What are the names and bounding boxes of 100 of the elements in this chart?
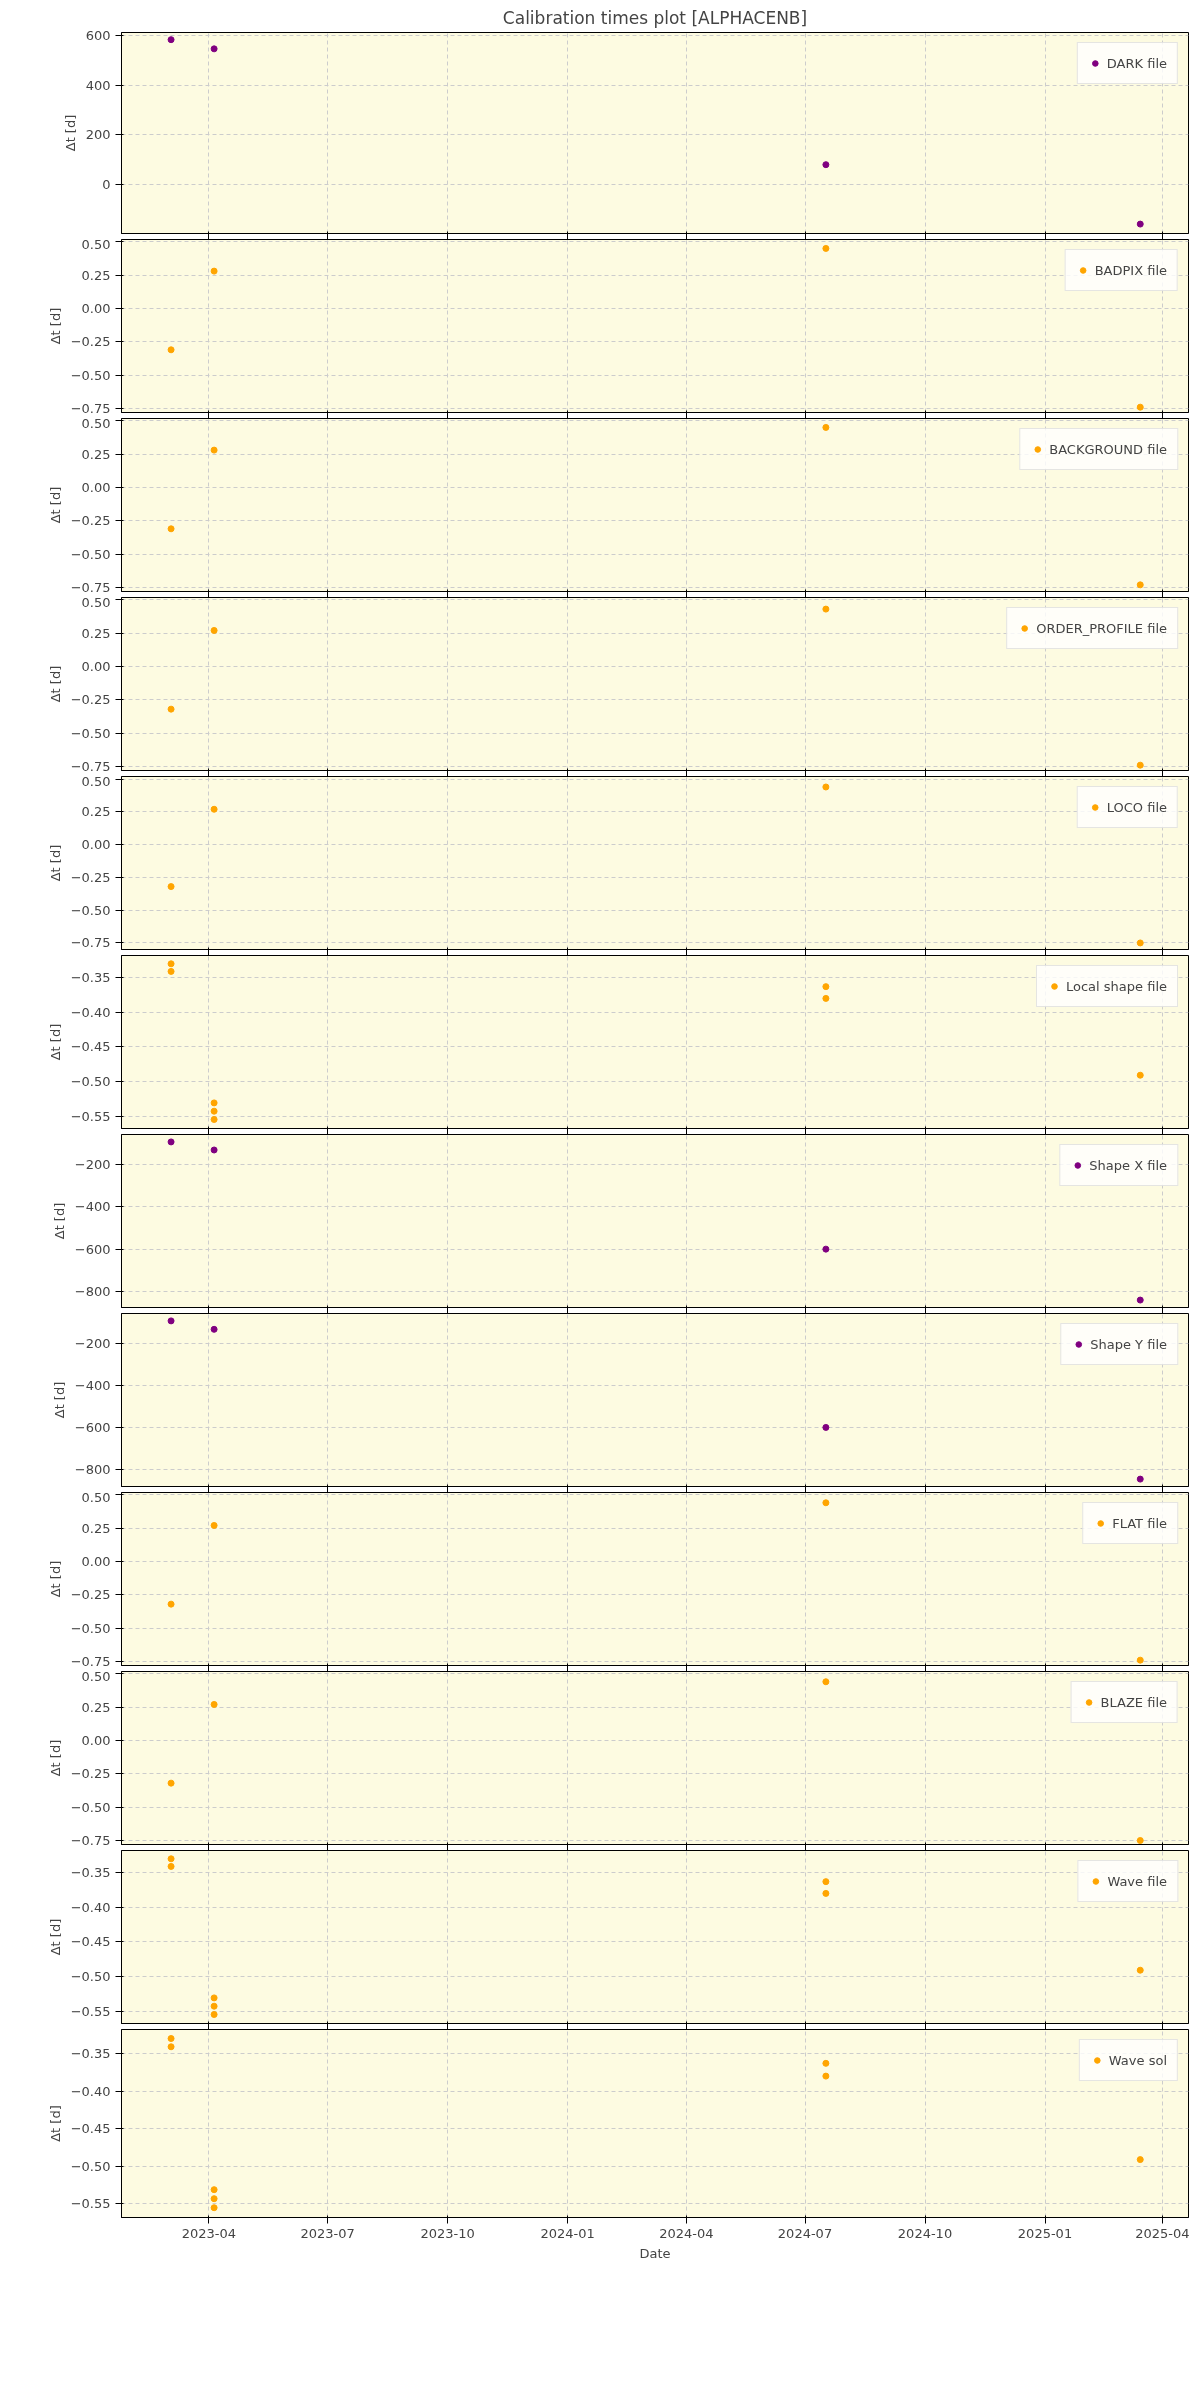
point [1136,1071,1144,1079]
y-tick-label: −0.25 [70,1766,111,1782]
point [210,1099,218,1107]
y-tick-label: −0.50 [70,546,111,562]
point [167,705,175,713]
point [210,805,218,813]
point [210,45,218,53]
point [210,2002,218,2010]
y-tick-label: −0.75 [70,759,111,774]
point [167,960,175,968]
point [822,983,830,991]
legend-label: Wave sol [1108,2052,1167,2068]
point [1136,220,1144,228]
legend-label: DARK file [1106,55,1167,71]
y-tick-label: −0.50 [70,2158,111,2174]
point [210,1116,218,1123]
point [210,1700,218,1708]
point [210,267,218,275]
point [210,626,218,634]
point [822,1245,830,1253]
y-axis-title: Δt [d] [62,114,78,152]
point [1136,403,1144,411]
x-tick-label: 2024-10 [897,2225,953,2241]
point [210,2011,218,2018]
point [210,1325,218,1333]
y-axis-title: Δt [d] [47,2105,63,2142]
y-tick-label: −0.45 [70,2121,111,2137]
y-tick-label: −0.75 [70,401,111,416]
legend-label: LOCO file [1106,799,1167,815]
y-tick-label: −600 [74,1419,111,1435]
y-tick-label: 0.25 [81,267,111,283]
y-tick-label: −0.25 [70,1587,111,1603]
point [167,1862,175,1870]
y-axis-title: Δt [d] [47,1023,63,1061]
x-tick-label: 2024-01 [540,2225,595,2241]
point [822,605,830,613]
point [167,36,175,44]
y-tick-label: −0.50 [70,367,111,383]
point [822,1423,830,1431]
point [167,1317,175,1325]
legend-label: FLAT file [1112,1515,1167,1531]
legend-label: Shape Y file [1090,1336,1167,1352]
point [210,446,218,454]
point [1136,761,1144,769]
point [210,2186,218,2194]
y-tick-label: −200 [74,1156,111,1172]
y-axis-title: Δt [d] [47,486,63,524]
point [210,1994,218,2002]
point [167,2035,175,2043]
point [822,2059,830,2067]
legend-label: BACKGROUND file [1049,441,1167,457]
point [167,967,175,975]
y-tick-label: −0.75 [70,580,111,595]
legend-label: ORDER_PROFILE file [1036,620,1167,636]
y-tick-label: 0.25 [81,625,111,641]
y-tick-label: −600 [74,1241,111,1257]
point [822,1889,830,1897]
y-tick-label: 0.00 [81,1732,111,1748]
y-tick-label: −800 [74,1284,111,1300]
point [167,1855,175,1863]
y-tick-label: 0.50 [81,594,111,610]
y-axis-title: Δt [d] [47,1918,63,1956]
y-tick-label: −0.25 [70,513,111,529]
point [822,2072,830,2080]
y-tick-label: −0.25 [70,692,111,708]
y-axis-title: Δt [d] [47,665,63,703]
y-tick-label: −0.45 [70,1934,111,1950]
y-tick-label: −0.50 [70,725,111,741]
y-tick-label: 0.00 [81,300,111,316]
y-tick-label: −0.50 [70,1968,111,1984]
x-tick-label: 2025-04 [1135,2225,1190,2241]
point [167,883,175,891]
point [1136,1296,1144,1304]
y-tick-label: −0.50 [70,1620,111,1636]
x-tick-label: 2024-04 [659,2225,714,2241]
y-axis-title: Δt [d] [47,307,63,345]
y-tick-label: 0.50 [81,1489,111,1505]
y-tick-label: −0.75 [70,935,111,951]
point [210,2195,218,2203]
legend-label: BLAZE file [1100,1694,1167,1710]
y-tick-label: 0.00 [81,658,111,674]
point [822,244,830,252]
x-tick-label: 2023-10 [420,2225,475,2241]
point [822,423,830,431]
y-tick-label: 0.25 [81,446,111,462]
y-tick-label: −0.25 [70,869,111,885]
y-tick-label: 0 [102,176,111,192]
point [167,525,175,533]
point [1136,1966,1144,1974]
y-tick-label: −0.45 [70,1039,111,1055]
y-tick-label: 600 [85,28,111,44]
point [822,1678,830,1686]
y-tick-label: −0.35 [70,1865,111,1881]
y-tick-label: −400 [74,1199,111,1215]
y-tick-label: 0.00 [81,837,111,853]
x-tick-label: 2023-04 [181,2225,237,2241]
point [210,2204,218,2212]
point [167,2043,175,2051]
y-tick-label: −800 [74,1462,111,1478]
y-tick-label: 0.00 [81,479,111,495]
